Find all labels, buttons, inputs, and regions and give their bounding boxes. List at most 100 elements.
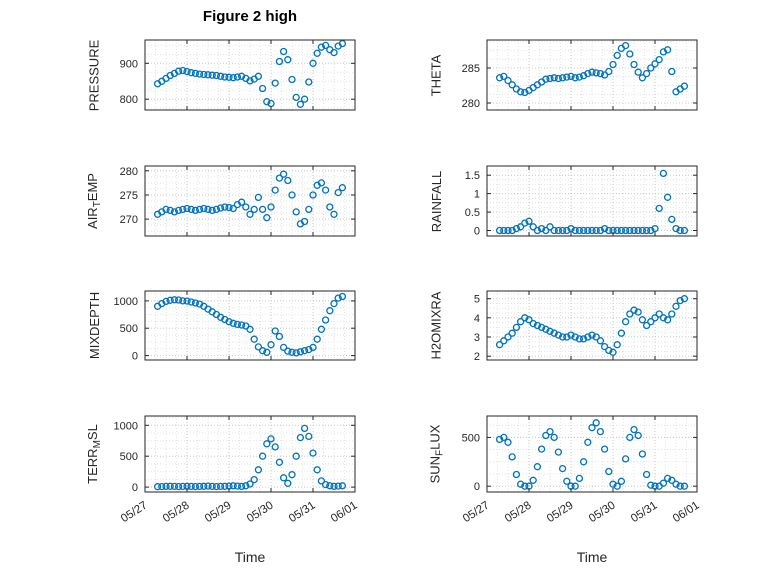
sun-flux-ylabel: SUNFLUX: [427, 425, 445, 484]
RAINFALL-markers: [495, 169, 689, 235]
SUN_FLUX-tick-marks: [486, 416, 698, 492]
svg-text:05/31: 05/31: [629, 499, 660, 525]
SUN_FLUX-xtick-labels: 05/27 05/28 05/29 05/30 05/31 06/01: [461, 499, 702, 525]
theta-plot-canvas: 280 285: [462, 39, 698, 111]
svg-text:800: 800: [120, 94, 138, 106]
svg-text:0: 0: [474, 226, 480, 238]
subplot-theta: 280 285 THETA: [428, 26, 711, 124]
H2OMIXRA-axes-box: [486, 290, 698, 361]
TERR_MSL-ytick-labels: 0 500 1000: [114, 420, 138, 494]
terr-msl-plot-canvas: 0 500 1000 05/27 05/28 05/29 05/30 05/31 06/01: [114, 415, 360, 525]
AIR_TEMP-major-grid: [145, 166, 355, 236]
svg-text:500: 500: [120, 323, 138, 335]
h2omixra-ylabel: H2OMIXRA: [428, 292, 443, 360]
subplot-pressure: 800 900 PRESSURE: [86, 26, 369, 124]
TERR_MSL-axes-box: [144, 415, 356, 493]
THETA-minor-grid: [487, 40, 697, 110]
mixdepth-ylabel: MIXDEPTH: [87, 292, 102, 359]
AIR_TEMP-markers: [153, 170, 347, 228]
PRESSURE-markers: [153, 39, 347, 108]
MIXDEPTH-major-grid: [145, 291, 355, 360]
svg-text:05/27: 05/27: [119, 499, 150, 525]
air-temp-plot-canvas: 270 275 280: [120, 165, 356, 237]
subplot-rainfall: 0 0.5 1 1.5 RAINFALL: [429, 152, 711, 250]
SUN_FLUX-ylabel-text: SUN: [426, 455, 442, 484]
MIXDEPTH-axes-box: [144, 290, 356, 361]
subplot-air-temp: 270 275 280 AIRTEMP: [84, 152, 369, 250]
svg-text:4: 4: [474, 313, 480, 325]
TERR_MSL-xtick-labels: 05/27 05/28 05/29 05/30 05/31 06/01: [119, 499, 360, 525]
svg-text:1000: 1000: [114, 296, 138, 308]
RAINFALL-axes-box: [486, 165, 698, 237]
H2OMIXRA-markers: [495, 295, 689, 356]
H2OMIXRA-tick-marks: [486, 291, 698, 360]
TERR_MSL-minor-grid: [145, 416, 355, 492]
svg-text:280: 280: [120, 166, 138, 178]
svg-text:900: 900: [120, 58, 138, 70]
SUN_FLUX-axes-box: [486, 415, 698, 493]
TERR_MSL-ylabel-text: SL: [84, 424, 100, 441]
RAINFALL-ylabel-text: RAINFALL: [428, 170, 444, 232]
svg-text:06/01: 06/01: [671, 499, 702, 525]
RAINFALL-ytick-labels: 0 0.5 1 1.5: [465, 170, 480, 237]
svg-text:05/29: 05/29: [545, 499, 576, 525]
h2omixra-plot-canvas: 2 3 4 5: [474, 290, 698, 364]
H2OMIXRA-ylabel-text: H2OMIXRA: [428, 291, 444, 360]
MIXDEPTH-markers: [153, 292, 347, 357]
svg-text:285: 285: [462, 63, 480, 75]
TERR_MSL-markers: [153, 424, 347, 491]
MIXDEPTH-ytick-labels: 0 500 1000: [114, 296, 138, 363]
svg-text:500: 500: [462, 432, 480, 444]
rainfall-plot-canvas: 0 0.5 1 1.5: [465, 165, 698, 238]
PRESSURE-major-grid: [145, 40, 355, 110]
svg-text:270: 270: [120, 214, 138, 226]
svg-text:05/30: 05/30: [587, 499, 618, 525]
figure-title: Figure 2 high: [202, 8, 298, 25]
AIR_TEMP-minor-grid: [145, 166, 355, 236]
svg-text:05/28: 05/28: [503, 499, 534, 525]
THETA-tick-marks: [486, 40, 698, 110]
AIR_TEMP-tick-marks: [144, 166, 356, 236]
pressure-ylabel: PRESSURE: [86, 39, 101, 111]
SUN_FLUX-ylabel-subscript: F: [433, 449, 445, 456]
subplot-sun-flux: 0 500 05/27 05/28 05/29 05/30 05/31 06/01 SUNFL…: [427, 402, 711, 562]
SUN_FLUX-ylabel-text: LUX: [426, 424, 442, 450]
svg-text:05/28: 05/28: [161, 499, 192, 525]
subplot-h2omixra: 2 3 4 5 H2OMIXRA: [428, 277, 711, 374]
svg-text:05/30: 05/30: [245, 499, 276, 525]
AIR_TEMP-axes-box: [144, 165, 356, 237]
THETA-markers: [495, 41, 689, 97]
sun-flux-plot-canvas: 0 500 05/27 05/28 05/29 05/30 05/31 06/01: [461, 415, 702, 525]
THETA-ylabel-text: THETA: [428, 54, 444, 96]
mixdepth-plot-canvas: 0 500 1000: [114, 290, 356, 363]
RAINFALL-minor-grid: [487, 166, 697, 236]
AIR_TEMP-ylabel-text: EMP: [84, 173, 100, 202]
pressure-plot-canvas: 800 900: [120, 39, 356, 111]
svg-text:1.5: 1.5: [465, 170, 480, 182]
svg-text:0: 0: [132, 351, 138, 363]
svg-text:06/01: 06/01: [329, 499, 360, 525]
RAINFALL-tick-marks: [486, 166, 698, 236]
svg-text:5: 5: [474, 294, 480, 306]
svg-text:05/31: 05/31: [287, 499, 318, 525]
THETA-major-grid: [487, 40, 697, 110]
svg-text:280: 280: [462, 98, 480, 110]
svg-text:1000: 1000: [114, 420, 138, 432]
svg-text:3: 3: [474, 332, 480, 344]
PRESSURE-axes-box: [144, 39, 356, 111]
svg-text:05/29: 05/29: [203, 499, 234, 525]
x-axis-label-right: Time: [576, 549, 608, 565]
terr-msl-ylabel: TERRMSL: [85, 424, 103, 484]
x-axis-label-left: Time: [234, 549, 266, 565]
H2OMIXRA-ytick-labels: 2 3 4 5: [474, 294, 480, 364]
AIR_TEMP-ytick-labels: 270 275 280: [120, 166, 138, 226]
SUN_FLUX-ytick-labels: 0 500: [462, 432, 480, 493]
svg-text:275: 275: [120, 190, 138, 202]
svg-text:0: 0: [132, 482, 138, 494]
rainfall-ylabel: RAINFALL: [429, 170, 444, 231]
PRESSURE-tick-marks: [144, 40, 356, 110]
AIR_TEMP-ylabel-subscript: T: [91, 201, 103, 208]
TERR_MSL-tick-marks: [144, 416, 356, 492]
SUN_FLUX-minor-grid: [487, 416, 697, 492]
PRESSURE-ytick-labels: 800 900: [120, 58, 138, 106]
